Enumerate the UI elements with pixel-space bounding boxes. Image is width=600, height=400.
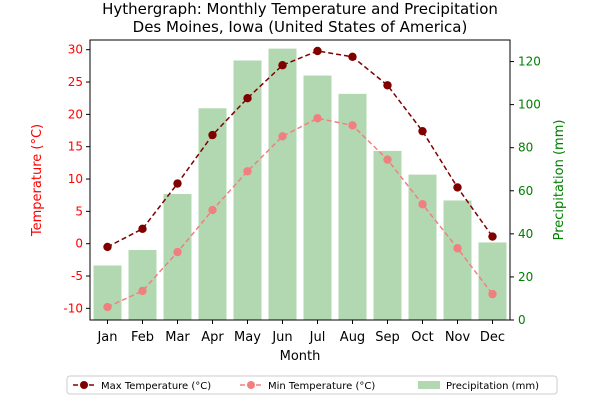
y-right-tick-label: 100 — [518, 98, 541, 112]
legend-box — [66, 375, 558, 395]
precip-bar-mar — [163, 194, 192, 320]
y-left-tick-label: -10 — [63, 301, 83, 315]
y-right-tick-label: 120 — [518, 55, 541, 69]
x-tick-label: Aug — [340, 330, 365, 345]
max-temp-point-jan — [103, 242, 112, 252]
y-right-tick-label: 40 — [518, 227, 533, 241]
axes: -10 -5 0 5 10 15 20 25 30 0 20 40 60 80 100 120 Jan Feb Ma… — [63, 43, 541, 345]
legend-label: Min Temperature (°C) — [268, 381, 375, 392]
y-left-tick-label: 10 — [68, 172, 83, 186]
y-right-tick-label: 60 — [518, 184, 533, 198]
x-tick-label: Mar — [165, 330, 190, 345]
max-temp-point-aug — [348, 52, 357, 62]
max-temp-point-nov — [453, 183, 462, 192]
x-tick-label: Jun — [271, 330, 292, 345]
y-left-tick-label: 30 — [68, 43, 83, 57]
max-temp-line — [107, 50, 494, 248]
y-right-tick-label: 80 — [518, 141, 533, 155]
precipitation-bars — [93, 48, 507, 321]
legend: Max Temperature (°C) Min Temperature (°C)… — [66, 375, 558, 395]
min-temp-point-jul — [313, 114, 322, 123]
legend-max-temp-marker — [80, 381, 88, 389]
y-left-tick-label: 5 — [75, 204, 83, 218]
y-left-tick-label: 15 — [68, 140, 83, 154]
legend-label: Max Temperature (°C) — [101, 381, 211, 392]
chart-subtitle: Des Moines, Iowa (United States of Ameri… — [133, 18, 468, 36]
precip-bar-sep — [373, 150, 402, 320]
precip-bar-jun — [268, 48, 297, 320]
max-temp-point-mar — [173, 179, 182, 188]
x-tick-label: Sep — [375, 330, 400, 345]
temperature-lines — [103, 46, 497, 312]
min-temp-point-feb — [138, 286, 147, 296]
min-temp-line — [107, 117, 494, 308]
x-tick-label: May — [234, 330, 261, 345]
x-tick-label: Jul — [309, 330, 326, 345]
legend-precip-swatch — [418, 381, 440, 389]
precip-bar-feb — [128, 250, 157, 320]
min-temp-point-dec — [488, 289, 497, 299]
x-tick-label: Apr — [201, 330, 224, 345]
min-temp-point-mar — [173, 247, 182, 257]
min-temp-point-oct — [418, 200, 427, 209]
y-left-tick-label: 20 — [68, 107, 83, 121]
max-temp-point-jun — [278, 61, 287, 70]
precip-bar-jan — [93, 265, 122, 320]
min-temp-point-may — [243, 167, 252, 176]
x-tick-label: Nov — [445, 330, 471, 345]
max-temp-point-oct — [418, 126, 427, 136]
y-axis-left-label: Temperature (°C) — [30, 124, 45, 237]
max-temp-point-may — [243, 93, 252, 103]
precip-bar-dec — [478, 242, 507, 320]
chart-title: Hythergraph: Monthly Temperature and Pre… — [102, 0, 498, 18]
y-right-tick-label: 20 — [518, 270, 533, 284]
min-temp-point-jun — [278, 132, 287, 141]
max-temp-point-jul — [313, 46, 322, 56]
legend-min-temp-marker — [247, 381, 255, 389]
y-axis-right-label: Precipitation (mm) — [552, 120, 567, 241]
min-temp-point-aug — [348, 121, 357, 130]
x-tick-label: Feb — [131, 330, 154, 345]
y-left-tick-label: 0 — [75, 237, 83, 251]
max-temp-point-dec — [488, 232, 497, 241]
x-tick-label: Oct — [411, 330, 433, 345]
precip-bar-may — [233, 60, 262, 320]
precip-bar-jul — [303, 75, 332, 321]
min-temp-point-sep — [383, 155, 392, 164]
min-temp-point-jan — [103, 302, 112, 312]
max-temp-point-feb — [138, 224, 147, 234]
y-right-tick-label: 0 — [518, 313, 526, 327]
x-tick-label: Jan — [96, 330, 117, 345]
x-axis-label: Month — [280, 349, 321, 364]
precip-bar-aug — [338, 93, 367, 320]
x-tick-label: Dec — [480, 330, 505, 345]
plot-frame — [89, 39, 511, 321]
min-temp-point-nov — [453, 244, 462, 253]
y-left-tick-label: 25 — [68, 75, 83, 89]
min-temp-point-apr — [208, 205, 217, 215]
legend-label: Precipitation (mm) — [446, 381, 539, 392]
precip-bar-oct — [408, 174, 437, 320]
y-left-tick-label: -5 — [71, 269, 83, 283]
max-temp-point-apr — [208, 130, 217, 140]
max-temp-point-sep — [383, 81, 392, 90]
